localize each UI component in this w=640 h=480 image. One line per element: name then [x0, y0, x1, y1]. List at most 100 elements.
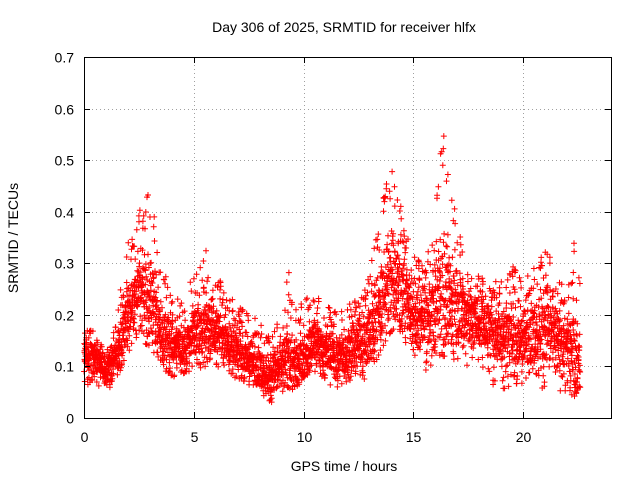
- data-point: [173, 364, 180, 371]
- data-point: [299, 362, 306, 369]
- data-point: [132, 256, 139, 263]
- data-point: [444, 243, 451, 250]
- data-point: [270, 344, 277, 351]
- data-point: [576, 368, 583, 375]
- data-point: [280, 371, 287, 377]
- data-point: [258, 331, 265, 337]
- data-point: [391, 203, 398, 210]
- data-point: [524, 273, 531, 279]
- data-point: [257, 334, 264, 341]
- data-point: [296, 361, 303, 368]
- data-point: [449, 254, 456, 261]
- data-point: [422, 367, 429, 373]
- data-point: [115, 307, 122, 313]
- data-point: [95, 382, 102, 389]
- data-point: [468, 275, 475, 282]
- data-point: [196, 292, 203, 299]
- data-point: [130, 282, 137, 289]
- data-point: [203, 289, 210, 296]
- data-point: [571, 240, 577, 247]
- data-point: [149, 339, 156, 346]
- data-point: [273, 384, 280, 391]
- data-point: [431, 261, 438, 268]
- data-point: [202, 363, 209, 370]
- data-point: [403, 245, 410, 251]
- data-point: [338, 308, 345, 315]
- data-point: [209, 295, 216, 302]
- data-point: [534, 281, 541, 288]
- data-point: [215, 363, 222, 370]
- y-axis-label: SRMTID / TECUs: [5, 183, 21, 293]
- data-point: [200, 359, 207, 366]
- data-point: [110, 335, 117, 342]
- data-point: [141, 266, 148, 273]
- data-point: [220, 289, 227, 296]
- data-point: [239, 323, 246, 330]
- data-point: [287, 375, 294, 382]
- data-point: [321, 315, 327, 321]
- data-point: [193, 271, 200, 278]
- data-point: [274, 321, 281, 328]
- data-point: [114, 371, 121, 378]
- data-point: [208, 296, 215, 303]
- data-point: [298, 301, 305, 307]
- data-point: [229, 296, 236, 303]
- data-point: [398, 215, 405, 222]
- data-point: [198, 319, 205, 326]
- data-point: [89, 377, 96, 384]
- data-point: [157, 298, 164, 305]
- data-point: [496, 290, 503, 297]
- data-point: [204, 278, 211, 285]
- data-point: [155, 353, 162, 360]
- data-point: [160, 361, 167, 368]
- data-point: [311, 317, 318, 324]
- data-point: [108, 343, 115, 350]
- data-point: [503, 300, 510, 307]
- data-point: [146, 292, 153, 299]
- data-point: [457, 234, 464, 240]
- data-point: [423, 358, 430, 365]
- data-point: [159, 304, 165, 311]
- data-point: [145, 251, 151, 258]
- data-point: [531, 276, 538, 283]
- data-point: [136, 260, 143, 267]
- chart-title: Day 306 of 2025, SRMTID for receiver hlf…: [212, 19, 476, 35]
- data-point: [178, 300, 185, 307]
- data-point: [203, 247, 209, 254]
- data-point: [186, 368, 192, 375]
- data-point: [341, 326, 348, 333]
- data-point: [147, 287, 154, 294]
- data-point: [163, 356, 170, 363]
- data-point: [117, 367, 124, 374]
- data-point: [142, 281, 149, 288]
- data-point: [315, 298, 322, 305]
- data-point: [189, 302, 196, 309]
- data-point: [391, 183, 398, 190]
- data-point: [207, 348, 214, 354]
- data-point: [110, 329, 117, 336]
- data-point: [264, 352, 271, 359]
- data-point: [136, 207, 143, 214]
- data-point: [375, 231, 382, 238]
- data-point: [285, 291, 292, 298]
- data-point: [137, 269, 144, 276]
- data-point: [351, 299, 358, 306]
- data-point: [217, 283, 224, 290]
- data-point: [304, 295, 311, 302]
- data-point: [128, 340, 135, 347]
- data-point: [506, 290, 513, 296]
- data-point: [307, 302, 314, 309]
- y-tick-label: 0: [66, 411, 74, 427]
- data-point: [137, 313, 144, 320]
- data-point: [269, 355, 276, 362]
- x-tick-label: 15: [406, 429, 422, 445]
- data-point: [110, 370, 117, 377]
- data-point: [106, 384, 113, 391]
- data-point: [314, 305, 321, 311]
- data-point: [143, 297, 150, 304]
- data-point: [284, 330, 291, 337]
- data-point: [438, 290, 445, 297]
- data-point: [138, 294, 145, 301]
- data-point: [109, 375, 116, 382]
- data-point: [433, 298, 440, 305]
